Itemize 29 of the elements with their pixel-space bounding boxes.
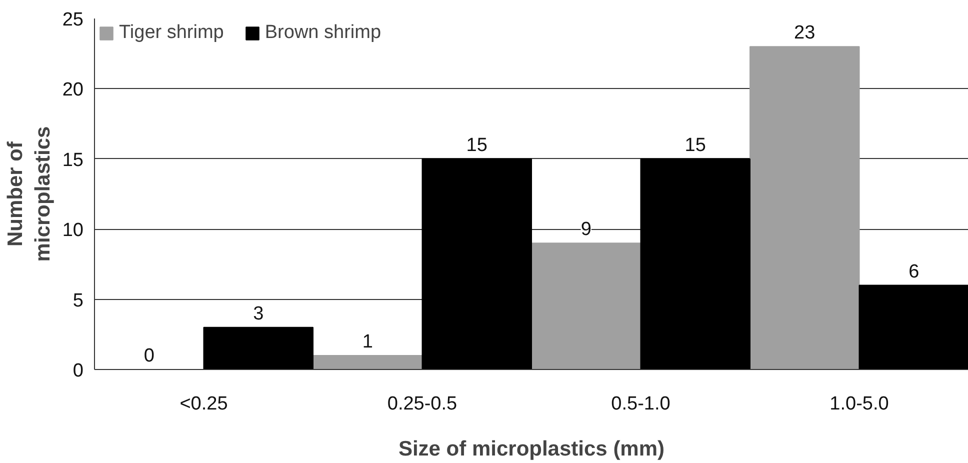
y-tick-label: 20 <box>62 80 84 101</box>
bar <box>640 158 750 370</box>
x-tick-label: 0.25-0.5 <box>387 394 458 414</box>
x-tick-label: <0.25 <box>180 394 228 414</box>
data-label: 15 <box>466 134 488 156</box>
y-tick-label: 15 <box>62 150 84 171</box>
data-label: 23 <box>794 22 816 44</box>
data-label: 6 <box>908 261 920 282</box>
data-label: 0 <box>144 346 154 366</box>
data-label: 3 <box>253 303 264 324</box>
data-label: 1 <box>362 331 373 352</box>
data-label: 15 <box>684 134 706 156</box>
legend-label: Tiger shrimp <box>119 22 224 44</box>
legend-label: Brown shrimp <box>264 22 382 44</box>
bar <box>750 46 860 370</box>
y-tick-label: 10 <box>62 220 84 242</box>
bar <box>422 158 532 370</box>
y-axis-title: Number of microplastics <box>4 126 54 262</box>
bar <box>203 326 314 370</box>
x-axis-title: Size of microplastics (mm) <box>398 438 665 460</box>
y-tick-label: 0 <box>72 360 84 382</box>
bar <box>531 242 642 370</box>
y-tick-label: 25 <box>62 10 84 30</box>
bar <box>858 284 968 370</box>
x-tick-label: 1.0-5.0 <box>830 394 889 414</box>
y-tick-label: 5 <box>72 290 84 312</box>
bar <box>312 354 423 370</box>
x-tick-label: 0.5-1.0 <box>611 394 670 414</box>
data-label: 9 <box>580 219 592 240</box>
